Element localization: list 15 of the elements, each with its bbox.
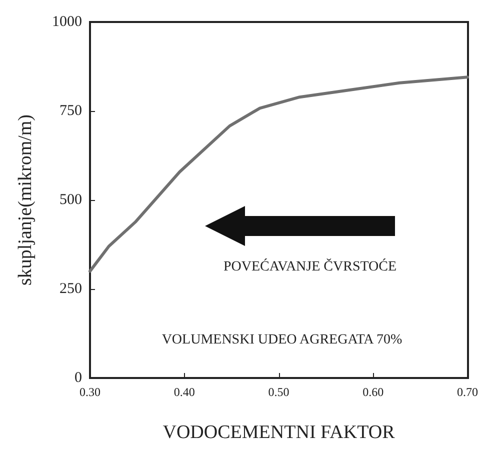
y-tick-label: 500 [60, 192, 82, 208]
y-tick-label: 0 [74, 370, 82, 386]
annotation: VOLUMENSKI UDEO AGREGATA 70% [162, 332, 403, 348]
x-tick-label: 0.40 [174, 385, 195, 399]
y-axis-title: skupljanje(mikrom/m) [15, 114, 36, 286]
line-series [88, 76, 469, 273]
x-tick-label: 0.60 [362, 385, 384, 399]
y-tick-label: 750 [60, 103, 82, 119]
x-tick-label: 0.30 [80, 385, 100, 399]
x-tick-label: 0.50 [268, 385, 290, 399]
y-tick-label: 250 [60, 281, 82, 297]
annotation: POVEĆAVANJE ČVRSTOĆE [223, 258, 397, 274]
y-tick-label: 1000 [52, 14, 82, 30]
x-tick-label: 0.70 [457, 385, 478, 399]
x-axis-title: VODOCEMENTNI FAKTOR [162, 422, 396, 443]
